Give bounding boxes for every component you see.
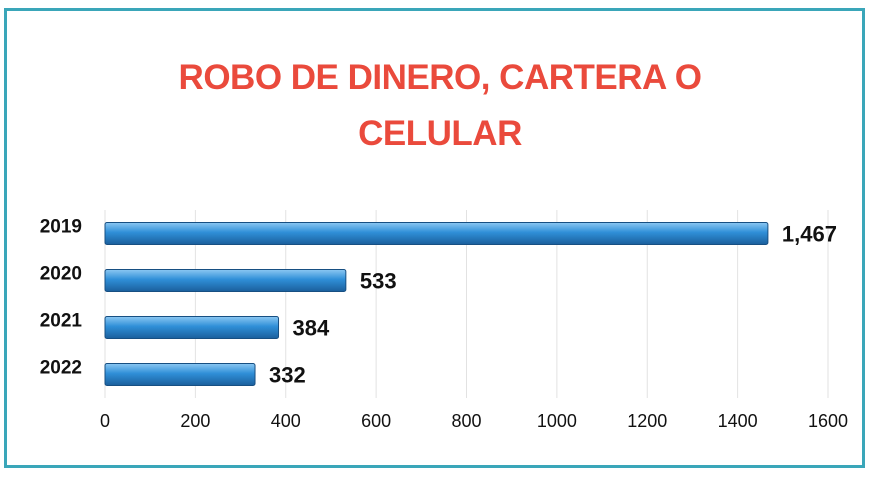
x-tick-label: 1600 xyxy=(808,411,848,431)
x-tick-label: 1400 xyxy=(718,411,758,431)
x-tick-label: 400 xyxy=(271,411,301,431)
x-tick-label: 0 xyxy=(100,411,110,431)
y-tick-label: 2021 xyxy=(40,311,83,332)
value-label: 1,467 xyxy=(782,221,837,246)
y-tick-label: 2020 xyxy=(40,264,82,285)
frame xyxy=(4,8,865,468)
y-tick-label: 2022 xyxy=(40,358,82,379)
x-tick-label: 600 xyxy=(361,411,391,431)
x-tick-label: 200 xyxy=(180,411,210,431)
value-label: 384 xyxy=(293,315,330,340)
y-tick-label: 2019 xyxy=(40,217,82,238)
x-tick-label: 1200 xyxy=(627,411,667,431)
bar xyxy=(104,222,769,245)
x-tick-label: 800 xyxy=(451,411,481,431)
value-label: 332 xyxy=(269,362,306,387)
bar xyxy=(104,316,280,339)
bar xyxy=(104,269,347,292)
chart-title: ROBO DE DINERO, CARTERA O CELULAR xyxy=(178,58,702,153)
bar xyxy=(104,363,256,386)
x-tick-label: 1000 xyxy=(537,411,577,431)
value-label: 533 xyxy=(360,268,397,293)
